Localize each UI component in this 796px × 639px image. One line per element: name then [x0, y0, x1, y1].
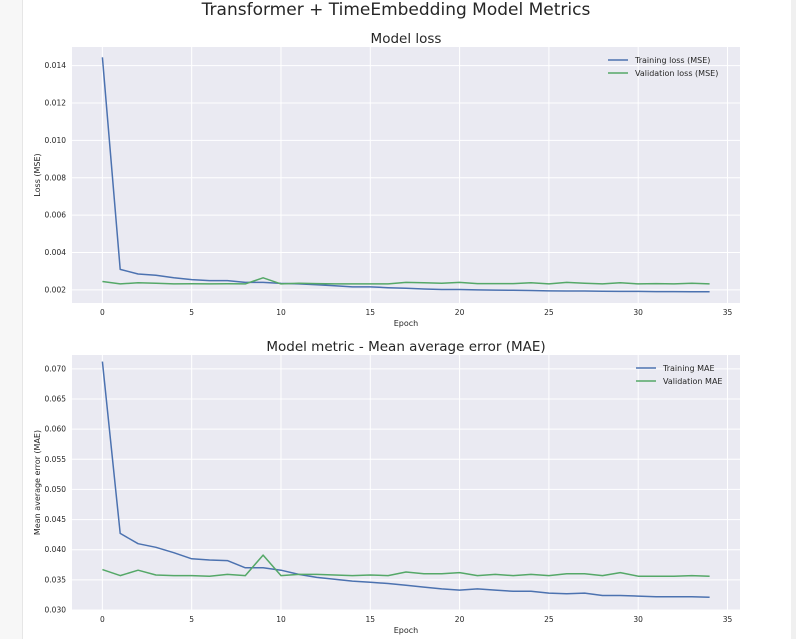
chart-1-series-line-1: [102, 554, 710, 577]
chart-1-ytick-label: 0.050: [45, 485, 67, 494]
chart-0-xlabel: Epoch: [394, 319, 419, 328]
chart-1-xtick-label: 15: [366, 615, 376, 624]
chart-0-legend-label-1: Validation loss (MSE): [635, 69, 718, 78]
chart-1-ytick-label: 0.060: [45, 425, 67, 434]
notebook-left-gutter: [0, 0, 23, 639]
chart-1-ytick-label: 0.065: [45, 395, 67, 404]
chart-0-ytick-label: 0.008: [45, 173, 67, 182]
chart-0-title: Model loss: [371, 31, 442, 47]
chart-1-legend: Training MAE Validation MAE: [636, 364, 722, 386]
chart-1-panel: 0 5 10 15 20 25 30 35 0.030 0.035 0.040 0.045 0.050 0…: [33, 339, 740, 635]
chart-0-xtick-label: 15: [366, 308, 376, 317]
chart-1-series-line-0: [101, 361, 710, 599]
chart-1-ytick-label: 0.070: [45, 364, 67, 373]
chart-1-grid: [72, 355, 740, 611]
chart-0-xtick-label: 35: [723, 308, 733, 317]
chart-1-title: Model metric - Mean average error (MAE): [266, 339, 545, 355]
notebook-scrollbar[interactable]: [791, 0, 796, 639]
chart-0-series-line-0: [101, 57, 710, 293]
chart-0-legend-label-0: Training loss (MSE): [634, 56, 710, 65]
chart-1-ylabel: Mean average error (MAE): [33, 430, 42, 535]
chart-0-xtick-label: 20: [455, 308, 465, 317]
chart-0-xtick-label: 10: [276, 308, 286, 317]
chart-0-ytick-label: 0.004: [45, 248, 67, 257]
chart-0-ytick-label: 0.012: [45, 99, 67, 108]
chart-0-xtick-label: 5: [189, 308, 194, 317]
chart-0-ytick-label: 0.006: [45, 211, 67, 220]
chart-1-xtick-label: 0: [100, 615, 105, 624]
chart-0-grid: [72, 47, 740, 303]
chart-0-panel: 0 5 10 15 20 25 30 35 0.002 0.004 0.006 0.008 0.010 0…: [33, 31, 740, 328]
chart-1-ytick-label: 0.030: [45, 606, 67, 615]
chart-0-ytick-label: 0.014: [45, 61, 67, 70]
chart-1-xlabel: Epoch: [394, 626, 419, 635]
chart-1-plot-area: [72, 355, 740, 610]
chart-1-xtick-label: 30: [633, 615, 643, 624]
chart-1-ytick-label: 0.040: [45, 545, 67, 554]
chart-0-legend: Training loss (MSE) Validation loss (MSE): [608, 56, 718, 78]
chart-0-xtick-label: 0: [100, 308, 105, 317]
chart-1-xtick-label: 25: [544, 615, 554, 624]
chart-1-ytick-label: 0.055: [45, 455, 67, 464]
chart-0-xtick-label: 30: [633, 308, 643, 317]
chart-0-xtick-label: 25: [544, 308, 554, 317]
chart-1-ytick-label: 0.035: [45, 575, 67, 584]
chart-0-ytick-label: 0.002: [45, 285, 67, 294]
chart-1-xtick-label: 20: [455, 615, 465, 624]
chart-1-legend-label-1: Validation MAE: [663, 377, 722, 386]
chart-0-ytick-label: 0.010: [45, 136, 67, 145]
figure-title: Transformer + TimeEmbedding Model Metric…: [201, 0, 591, 20]
chart-1-legend-label-0: Training MAE: [662, 364, 715, 373]
chart-0-plot-area: [72, 47, 740, 303]
chart-1-xtick-label: 10: [276, 615, 286, 624]
chart-0-series-line-1: [102, 277, 710, 285]
chart-1-xtick-label: 5: [189, 615, 194, 624]
chart-1-xtick-label: 35: [723, 615, 733, 624]
chart-1-ytick-label: 0.045: [45, 515, 67, 524]
chart-0-ylabel: Loss (MSE): [33, 153, 42, 196]
